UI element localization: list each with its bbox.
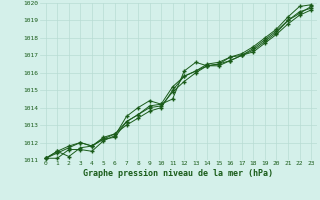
X-axis label: Graphe pression niveau de la mer (hPa): Graphe pression niveau de la mer (hPa) bbox=[84, 169, 273, 178]
